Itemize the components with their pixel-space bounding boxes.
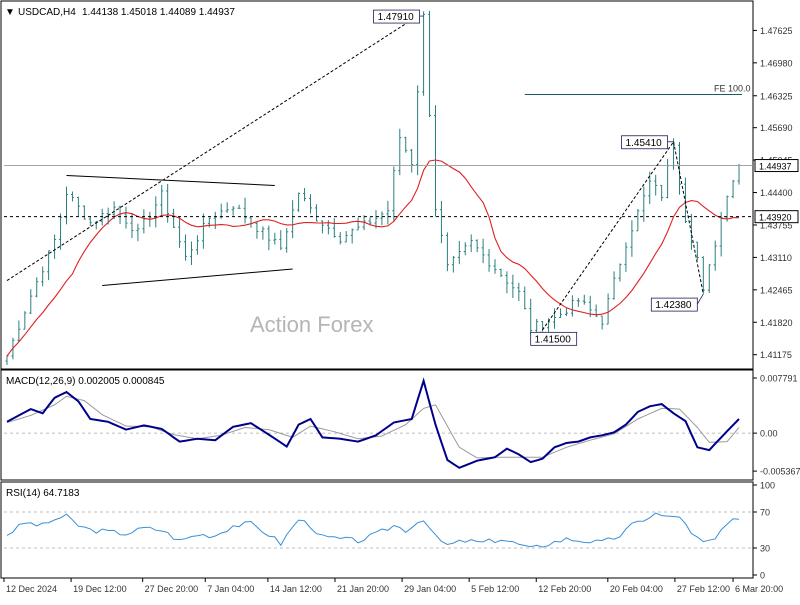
trend-line [102, 268, 293, 287]
macd-macd-line [6, 377, 740, 469]
dashed-trend-line [6, 15, 418, 281]
x-axis-tick-label: 19 Dec 12:00 [73, 584, 127, 594]
rsi-layer [4, 511, 753, 549]
current-price-label: 1.44937 [759, 162, 792, 172]
price-y-tick-label: 1.45690 [760, 123, 793, 133]
x-axis-tick-label: 6 Mar 20:00 [735, 584, 783, 594]
rsi-y-tick-label: 100 [760, 481, 775, 491]
price-y-tick-label: 1.41820 [760, 318, 793, 328]
price-y-tick-label: 1.41175 [760, 350, 792, 360]
moving-average-line [6, 159, 739, 357]
x-axis-tick-label: 20 Feb 04:00 [610, 584, 663, 594]
rsi-y-tick-label: 30 [760, 544, 770, 554]
x-axis-tick-label: 14 Jan 12:00 [270, 584, 322, 594]
x-axis-tick-label: 27 Dec 20:00 [145, 584, 199, 594]
macd-label: MACD(12,26,9) 0.002005 0.000845 [6, 376, 165, 387]
price-layer: FE 100.0 1.47910 1.45410 1.42380 1.41500 [4, 9, 753, 365]
dashed-trend-line [673, 141, 704, 295]
x-axis-tick-label: 21 Jan 20:00 [337, 584, 389, 594]
annotation-label: 1.45410 [626, 138, 663, 149]
current-price-box [754, 159, 799, 173]
annotation-box [621, 135, 668, 150]
axis-layer: 1.476251.469801.463251.456901.450451.444… [3, 26, 800, 594]
x-axis-tick-label: 7 Jan 04:00 [207, 584, 254, 594]
price-y-tick-label: 1.44400 [760, 188, 793, 198]
rsi-line [6, 512, 740, 548]
annotation-box [650, 297, 698, 312]
macd-layer [4, 377, 753, 469]
macd-y-tick-label: -0.005367 [760, 467, 800, 477]
support-price-box [754, 210, 799, 224]
x-axis-tick-label: 12 Dec 2024 [6, 584, 57, 594]
symbol-label: USDCAD,H4 [18, 7, 76, 18]
fe-level-label: FE 100.0 [714, 84, 751, 94]
price-y-tick-label: 1.46325 [760, 91, 793, 101]
price-y-tick-label: 1.47625 [760, 26, 793, 36]
price-y-tick-label: 1.43755 [760, 220, 793, 230]
price-y-tick-label: 1.46980 [760, 58, 793, 68]
macd-y-tick-label: 0.00 [760, 429, 778, 439]
macd-panel [0, 369, 754, 481]
annotation-box [530, 331, 578, 346]
annotation-label: 1.42380 [655, 300, 692, 311]
annotation-connector [696, 293, 704, 305]
ohlc-label: 1.44138 1.45018 1.44089 1.44937 [82, 7, 235, 18]
x-axis-tick-label: 5 Feb 12:00 [471, 584, 519, 594]
price-y-tick-label: 1.43110 [760, 253, 792, 263]
watermark-text: Action Forex [250, 312, 374, 337]
rsi-y-tick-label: 70 [760, 508, 770, 518]
annotation-label: 1.41500 [535, 334, 572, 345]
price-y-tick-label: 1.42465 [760, 285, 793, 295]
x-axis-tick-label: 27 Feb 12:00 [677, 584, 730, 594]
rsi-y-tick-label: 0 [760, 571, 765, 581]
macd-signal-line [6, 395, 740, 459]
rsi-label: RSI(14) 64.7183 [6, 488, 80, 499]
x-axis-tick-label: 12 Feb 20:00 [538, 584, 591, 594]
support-price-label: 1.43920 [759, 213, 792, 223]
rsi-panel [0, 481, 754, 579]
x-axis-tick-label: 29 Jan 04:00 [404, 584, 456, 594]
collapse-triangle-icon[interactable]: ▼ [5, 7, 15, 18]
annotation-label: 1.47910 [378, 12, 415, 23]
annotation-box [373, 9, 420, 24]
macd-y-tick-label: 0.007791 [760, 374, 798, 384]
price-panel [0, 0, 754, 370]
trend-line [66, 174, 275, 187]
